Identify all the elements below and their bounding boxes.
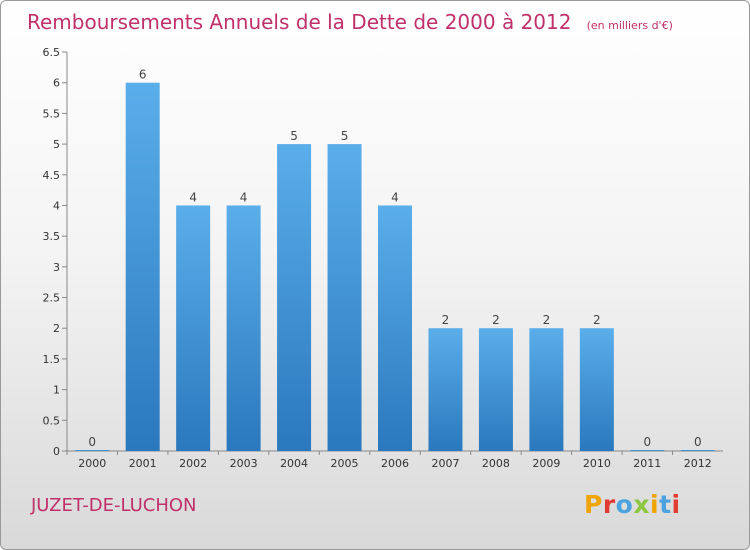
logo-letter: x	[633, 490, 650, 519]
y-tick-label: 4.5	[43, 169, 61, 182]
bar-value-label: 0	[88, 435, 96, 449]
y-tick-label: 5	[53, 138, 60, 151]
x-tick-label: 2003	[230, 457, 258, 470]
y-tick-label: 4	[53, 199, 60, 212]
x-tick-label: 2008	[482, 457, 510, 470]
x-axis: 2000 2001 2002 2003 2004 2005 2006 2007 2008 2009…	[66, 450, 723, 470]
proxiti-logo: Proxiti	[584, 490, 681, 519]
x-tick-label: 2000	[78, 457, 106, 470]
x-tick-label: 2001	[129, 457, 157, 470]
x-tick-label: 2002	[179, 457, 207, 470]
bar	[529, 328, 564, 451]
y-tick-label: 0	[53, 445, 60, 458]
logo-letter: r	[602, 490, 616, 519]
x-tick-label: 2010	[583, 457, 611, 470]
x-tick-label: 2009	[532, 457, 560, 470]
y-tick-label: 2	[53, 322, 60, 335]
chart-title-unit: (en milliers d'€)	[586, 19, 673, 32]
bar	[277, 144, 312, 452]
x-tick-label: 2004	[280, 457, 308, 470]
y-tick-label: 1	[53, 384, 60, 397]
bar-value-label: 0	[694, 435, 702, 449]
bar	[327, 144, 362, 452]
logo-letter: P	[584, 490, 603, 519]
bar-value-label: 4	[391, 190, 399, 204]
bar	[579, 328, 614, 451]
y-tick-label: 6.5	[43, 46, 61, 59]
bar-value-label: 2	[492, 313, 500, 327]
logo-letter: i	[671, 490, 681, 519]
bar-value-label: 0	[643, 435, 651, 449]
bar	[680, 450, 715, 451]
bar-value-label: 6	[139, 68, 147, 82]
x-tick-label: 2007	[431, 457, 459, 470]
bars: 0 6 4 4 5 5 4 2 2 2 2 0 0	[75, 68, 715, 452]
bar	[378, 205, 412, 451]
y-tick-label: 5.5	[43, 107, 61, 120]
bar-value-label: 5	[341, 129, 349, 143]
bar-value-label: 5	[290, 129, 298, 143]
bar-value-label: 4	[189, 190, 197, 204]
bar-value-label: 2	[593, 313, 601, 327]
x-tick-label: 2005	[331, 457, 359, 470]
y-tick-label: 2.5	[43, 292, 61, 305]
x-tick-label: 2011	[633, 457, 661, 470]
logo-letter: o	[615, 490, 634, 519]
chart-title-main: Remboursements Annuels de la Dette de 20…	[27, 10, 572, 34]
y-tick-label: 3	[53, 261, 60, 274]
bar	[125, 82, 160, 451]
bar-value-label: 2	[543, 313, 551, 327]
logo-letter: t	[659, 490, 672, 519]
y-tick-label: 6	[53, 77, 60, 90]
bar	[428, 328, 463, 451]
bar	[75, 450, 110, 451]
bar	[176, 205, 211, 451]
x-tick-label: 2012	[684, 457, 712, 470]
logo-letter: i	[650, 490, 660, 519]
y-tick-label: 0.5	[43, 414, 61, 427]
bar	[478, 328, 513, 451]
y-tick-label: 1.5	[43, 353, 61, 366]
x-tick-label: 2006	[381, 457, 409, 470]
bar-value-label: 2	[442, 313, 450, 327]
y-axis: 0 0.5 1 1.5 2 2.5 3 3.5 4 4.5 5 5.5 6 6.5	[43, 46, 68, 458]
bar	[630, 450, 665, 451]
bar-value-label: 4	[240, 190, 248, 204]
chart-title: Remboursements Annuels de la Dette de 20…	[27, 10, 673, 34]
commune-name: JUZET-DE-LUCHON	[31, 495, 197, 516]
y-tick-label: 3.5	[43, 230, 61, 243]
bar	[226, 205, 261, 451]
